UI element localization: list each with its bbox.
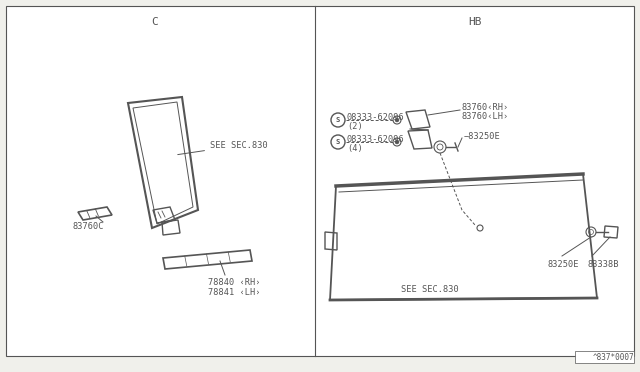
Text: 83250E: 83250E — [548, 260, 579, 269]
Circle shape — [395, 140, 399, 144]
Circle shape — [395, 118, 399, 122]
Text: 83338B: 83338B — [588, 260, 620, 269]
Text: 78841 ‹LH›: 78841 ‹LH› — [208, 288, 260, 297]
Text: 78840 ‹RH›: 78840 ‹RH› — [208, 278, 260, 287]
Text: C: C — [152, 17, 158, 27]
Text: SEE SEC.830: SEE SEC.830 — [401, 285, 459, 294]
Text: −83250E: −83250E — [464, 131, 500, 141]
Text: (4): (4) — [347, 144, 363, 153]
Text: 08333-62096: 08333-62096 — [347, 112, 404, 122]
Text: ^837*0007: ^837*0007 — [593, 353, 634, 362]
Text: HB: HB — [468, 17, 482, 27]
Text: (2): (2) — [347, 122, 363, 131]
Text: SEE SEC.830: SEE SEC.830 — [178, 141, 268, 155]
Text: 08333-62096: 08333-62096 — [347, 135, 404, 144]
Text: S: S — [336, 117, 340, 123]
Text: 83760C: 83760C — [72, 221, 104, 231]
Bar — [575, 351, 634, 363]
Text: 83760‹RH›: 83760‹RH› — [462, 103, 509, 112]
Text: 83760‹LH›: 83760‹LH› — [462, 112, 509, 121]
Text: S: S — [336, 139, 340, 145]
